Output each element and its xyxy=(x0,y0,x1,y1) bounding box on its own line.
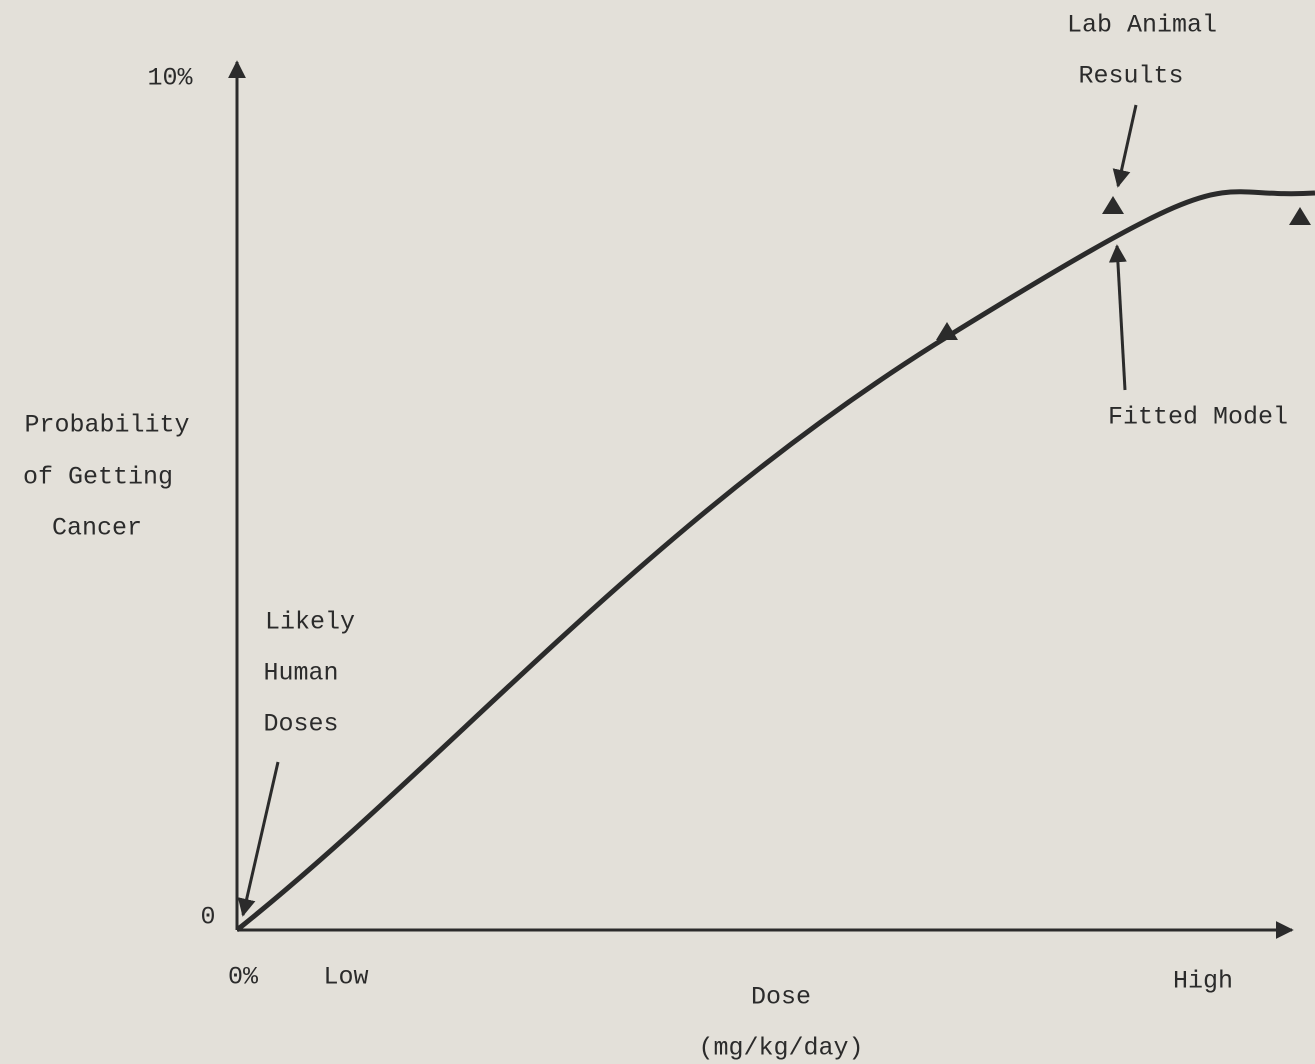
x-high-label: High xyxy=(1173,967,1233,996)
y-title: Cancer xyxy=(52,514,142,543)
annotation: Fitted Model xyxy=(1108,403,1288,432)
fitted-curve xyxy=(235,189,1315,932)
arrow xyxy=(1112,104,1138,188)
annotation: Doses xyxy=(263,710,338,739)
x-unit: (mg/kg/day) xyxy=(698,1034,863,1063)
y-title: of Getting xyxy=(23,463,173,492)
lab-point xyxy=(936,322,958,340)
x-low-label: Low xyxy=(323,963,368,992)
annotation: Human xyxy=(263,659,338,688)
x-origin-label: 0% xyxy=(228,963,259,992)
lab-point xyxy=(1102,196,1124,214)
annotation: Results xyxy=(1078,62,1183,91)
y-title: Probability xyxy=(24,411,189,440)
arrow xyxy=(1108,244,1127,391)
arrow xyxy=(237,761,280,917)
lab-point xyxy=(1289,207,1311,225)
annotation: Lab Animal xyxy=(1067,11,1217,40)
y-top-label: 10% xyxy=(147,64,193,93)
y-bottom-label: 0 xyxy=(200,903,215,932)
annotation: Likely xyxy=(265,608,355,637)
x-title: Dose xyxy=(751,983,811,1012)
